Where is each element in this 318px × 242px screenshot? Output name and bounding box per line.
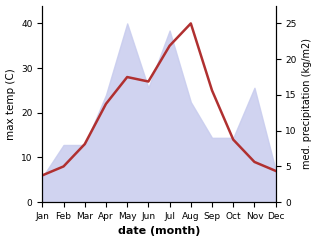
Y-axis label: max temp (C): max temp (C) bbox=[5, 68, 16, 140]
X-axis label: date (month): date (month) bbox=[118, 227, 200, 236]
Y-axis label: med. precipitation (kg/m2): med. precipitation (kg/m2) bbox=[302, 38, 313, 169]
